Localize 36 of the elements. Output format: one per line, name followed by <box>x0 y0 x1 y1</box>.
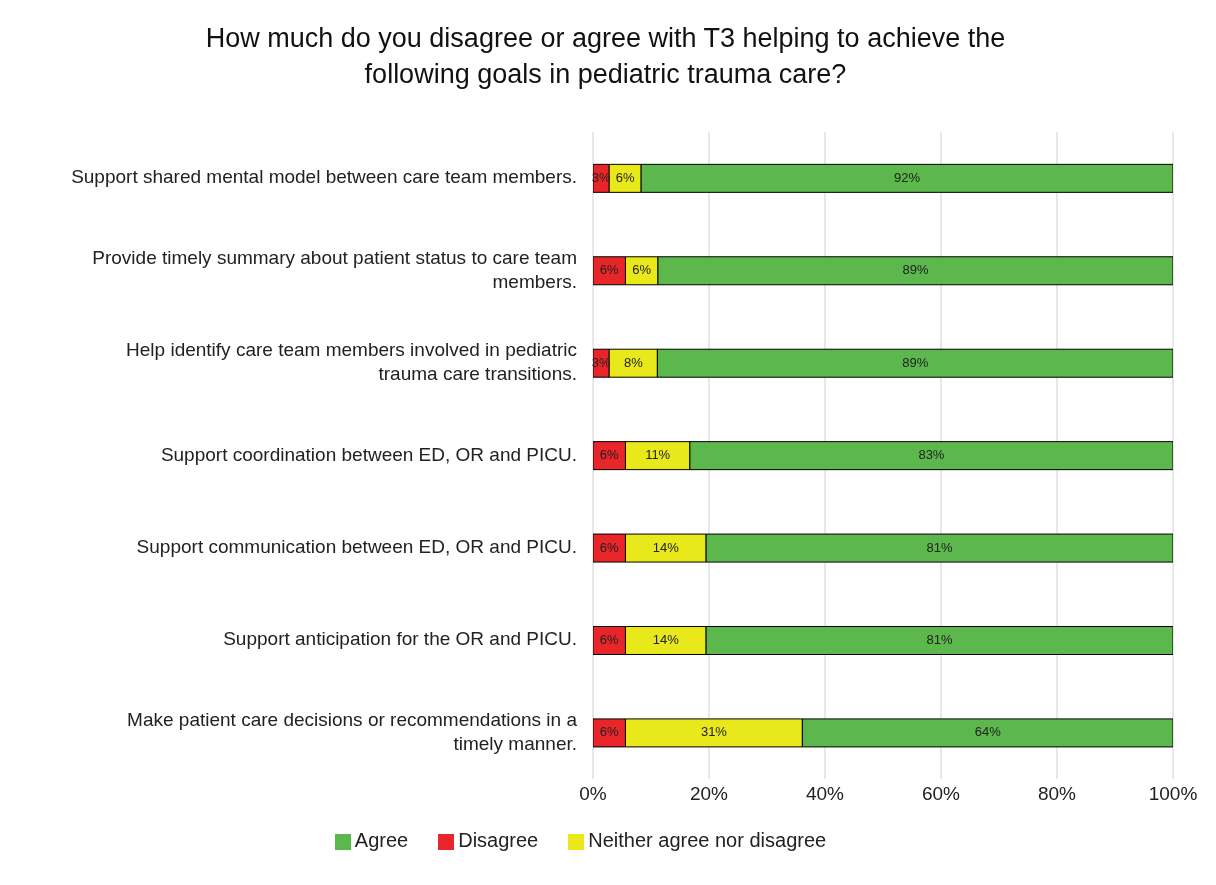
data-label: 6% <box>599 262 620 278</box>
data-label: 6% <box>615 169 636 185</box>
data-label: 11% <box>645 447 671 463</box>
y-tick-label: Help identify care team members involved in pediatric trauma care transitions. <box>126 339 577 385</box>
data-label: 64% <box>974 724 1002 740</box>
data-label: 6% <box>599 447 620 463</box>
data-label: 92% <box>894 169 921 185</box>
data-label: 31% <box>700 724 728 740</box>
x-tick-label: 0% <box>579 783 607 805</box>
data-label: 81% <box>926 631 953 647</box>
data-label: 89% <box>902 262 929 278</box>
data-label: 6% <box>599 631 620 647</box>
x-tick-label: 100% <box>1148 783 1198 805</box>
data-label: 83% <box>918 447 945 463</box>
data-label: 14% <box>652 631 680 647</box>
data-label: 6% <box>599 539 620 555</box>
data-label: 6% <box>632 262 652 278</box>
y-tick-label: Support communication between ED, OR and PICU. <box>136 535 577 557</box>
legend-label: Neither agree nor disagree <box>588 829 827 851</box>
data-label: 8% <box>623 354 644 370</box>
data-label: 14% <box>652 539 680 555</box>
x-tick-label: 20% <box>689 783 729 805</box>
y-tick-label: Support coordination between ED, OR and PICU. <box>160 443 577 465</box>
chart-title: How much do you disagree or agree with T3 helping to achieve the following goals in pediatric trauma care? <box>204 22 1007 91</box>
x-tick-label: 80% <box>1037 783 1077 805</box>
y-tick-label: Make patient care decisions or recommendations in a timely manner. <box>127 708 578 754</box>
x-tick-label: 40% <box>805 783 845 805</box>
legend-label: Disagree <box>458 829 539 851</box>
data-label: 6% <box>599 724 620 740</box>
data-label: 81% <box>926 539 953 555</box>
legend-label: Agree <box>354 829 409 851</box>
y-tick-label: Provide timely summary about patient status to care team members. <box>92 246 577 292</box>
y-tick-label: Support shared mental model between care team members. <box>71 166 577 188</box>
x-tick-label: 60% <box>921 783 961 805</box>
data-label: 89% <box>902 354 929 370</box>
y-tick-label: Support anticipation for the OR and PICU. <box>223 628 577 650</box>
